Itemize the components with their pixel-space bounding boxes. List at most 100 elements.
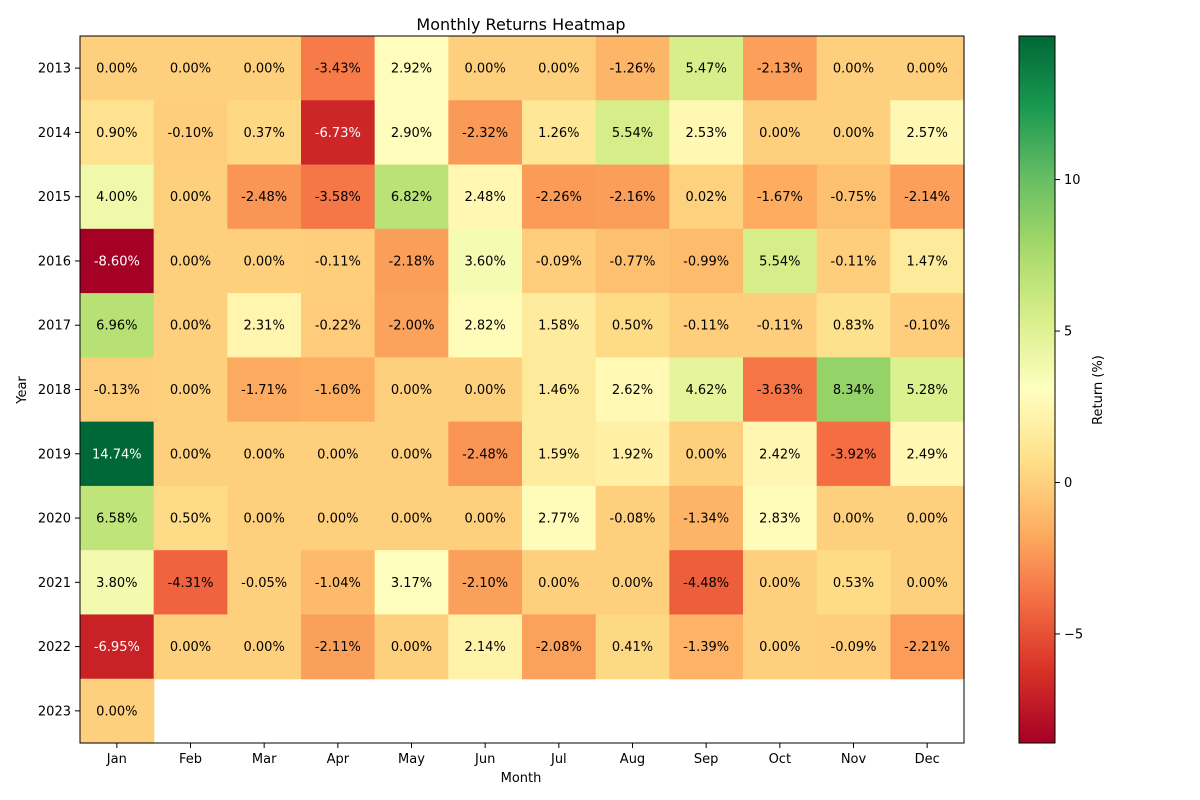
cell-value-label: 0.53%: [833, 576, 874, 591]
cell-value-label: 0.00%: [244, 254, 285, 269]
heatmap-cell: [374, 36, 449, 101]
heatmap-cell: [743, 164, 818, 230]
cell-value-label: 1.26%: [538, 126, 579, 141]
heatmap-cell: [80, 678, 155, 744]
cell-value-label: 0.00%: [170, 640, 211, 655]
y-tick-label: 2018: [38, 383, 71, 398]
cell-value-label: -0.09%: [536, 254, 582, 269]
colorbar-tick-label: −5: [1064, 627, 1083, 642]
cell-value-label: 5.54%: [612, 126, 653, 141]
cell-value-label: 6.82%: [391, 190, 432, 205]
cell-value-label: 1.47%: [907, 254, 948, 269]
heatmap-cell: [816, 228, 891, 294]
heatmap-cell: [743, 357, 818, 423]
cell-value-label: 3.60%: [465, 254, 506, 269]
cell-value-label: 0.00%: [391, 640, 432, 655]
heatmap-cell: [743, 228, 818, 294]
heatmap-cell: [301, 100, 376, 166]
cell-value-label: 0.00%: [170, 319, 211, 334]
heatmap-cell: [301, 36, 376, 101]
heatmap-cell: [816, 357, 891, 423]
heatmap-cell: [522, 357, 597, 423]
cell-value-label: -0.11%: [831, 254, 877, 269]
cell-value-label: -2.14%: [904, 190, 950, 205]
cell-value-label: 2.14%: [465, 640, 506, 655]
cell-value-label: -2.48%: [462, 447, 508, 462]
cell-value-label: 0.00%: [686, 447, 727, 462]
cell-value-label: 6.58%: [96, 512, 137, 527]
heatmap-cell: [595, 100, 670, 166]
heatmap-cell: [227, 614, 302, 680]
cell-value-label: -0.11%: [315, 254, 361, 269]
cell-value-label: 0.00%: [465, 62, 506, 77]
cell-value-label: 0.00%: [391, 383, 432, 398]
heatmap-cell: [448, 485, 523, 551]
x-tick-label: Aug: [620, 752, 645, 767]
x-tick-label: May: [398, 752, 425, 767]
cell-value-label: 1.59%: [538, 447, 579, 462]
heatmap-cell: [227, 164, 302, 230]
cell-value-label: -1.71%: [241, 383, 287, 398]
heatmap-cell: [816, 36, 891, 101]
heatmap-cell: [227, 485, 302, 551]
heatmap-cell: [153, 164, 228, 230]
cell-value-label: 0.00%: [465, 383, 506, 398]
y-tick-label: 2017: [38, 319, 71, 334]
heatmap-cell: [890, 36, 965, 101]
heatmap-cell: [669, 421, 744, 487]
cell-value-label: 2.31%: [244, 319, 285, 334]
heatmap-cell: [448, 36, 523, 101]
heatmap-cell: [595, 485, 670, 551]
cell-value-label: 0.00%: [759, 640, 800, 655]
heatmap-cell: [227, 228, 302, 294]
cell-value-label: -6.73%: [315, 126, 361, 141]
y-tick-label: 2013: [38, 62, 71, 77]
heatmap-cell: [595, 421, 670, 487]
cell-value-label: 0.00%: [317, 447, 358, 462]
heatmap-cell: [522, 550, 597, 616]
cell-value-label: 0.00%: [244, 512, 285, 527]
cell-value-label: -1.60%: [315, 383, 361, 398]
cell-value-label: 0.00%: [759, 126, 800, 141]
colorbar-ticks: −5 0 5 10: [1055, 173, 1083, 642]
cell-value-label: 0.83%: [833, 319, 874, 334]
heatmap-cell: [669, 36, 744, 101]
x-tick-label: Jun: [474, 752, 495, 767]
heatmap-cell: [743, 36, 818, 101]
heatmap-cell: [595, 614, 670, 680]
heatmap-cell: [374, 485, 449, 551]
heatmap-cell: [448, 550, 523, 616]
heatmap-cell: [669, 485, 744, 551]
cell-value-label: -0.08%: [610, 512, 656, 527]
x-tick-label: Jan: [106, 752, 127, 767]
cell-value-label: -1.04%: [315, 576, 361, 591]
heatmap-cell: [816, 421, 891, 487]
cell-value-label: -3.58%: [315, 190, 361, 205]
heatmap-cell: [890, 485, 965, 551]
heatmap-cell: [153, 228, 228, 294]
heatmap-cell: [595, 164, 670, 230]
cell-value-label: 2.83%: [759, 512, 800, 527]
heatmap-cell: [743, 614, 818, 680]
heatmap-cell: [816, 485, 891, 551]
cell-value-label: -2.18%: [389, 254, 435, 269]
cell-value-label: -0.77%: [610, 254, 656, 269]
heatmap-cell: [80, 100, 155, 166]
heatmap-cell: [743, 485, 818, 551]
heatmap-cell: [816, 100, 891, 166]
heatmap-cell: [890, 550, 965, 616]
heatmap-cell: [301, 485, 376, 551]
x-tick-label: Dec: [915, 752, 940, 767]
heatmap-cell: [669, 228, 744, 294]
heatmap-cell: [595, 357, 670, 423]
heatmap-cell: [743, 421, 818, 487]
cell-value-label: -2.00%: [389, 319, 435, 334]
cell-value-label: 0.00%: [317, 512, 358, 527]
cell-value-label: 0.00%: [833, 126, 874, 141]
heatmap-cell: [890, 357, 965, 423]
cell-value-label: 2.48%: [465, 190, 506, 205]
cell-value-label: -0.10%: [168, 126, 214, 141]
heatmap-cell: [374, 550, 449, 616]
y-axis-label: Year: [15, 376, 30, 405]
heatmap-cell: [374, 614, 449, 680]
